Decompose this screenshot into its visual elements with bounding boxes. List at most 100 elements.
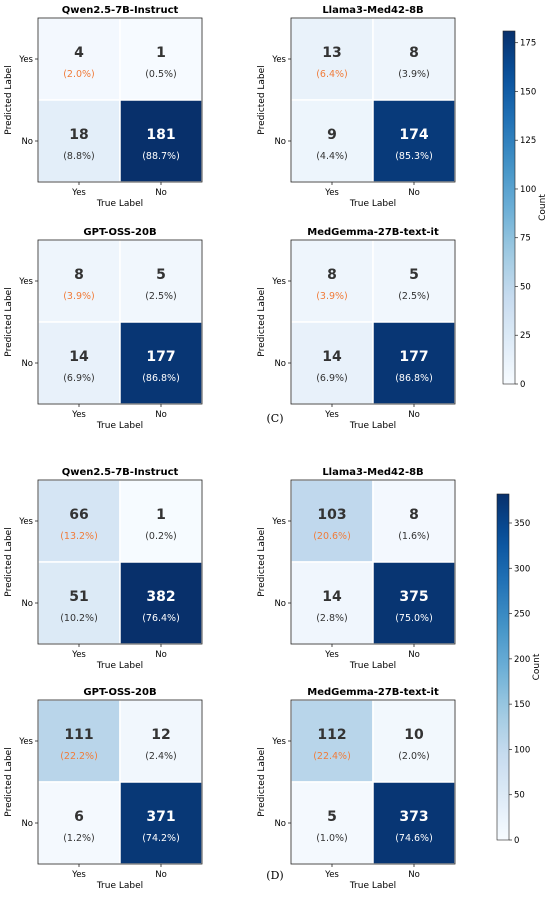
heatmap-cell <box>119 239 203 323</box>
cell-count: 13 <box>322 45 341 61</box>
x-tick-label: Yes <box>324 650 339 660</box>
colorbar-tick-label: 175 <box>520 39 536 49</box>
colorbar-tick-label: 50 <box>514 791 525 801</box>
colorbar-label: Count <box>538 194 548 221</box>
cell-count: 18 <box>69 127 88 143</box>
matrix-frame <box>290 239 456 405</box>
cell-percent: (1.6%) <box>398 531 430 542</box>
colorbar-tick-label: 200 <box>514 655 530 665</box>
colorbar-tick-label: 100 <box>520 185 536 195</box>
cell-percent: (74.2%) <box>142 833 180 844</box>
y-tick-label: No <box>274 819 286 829</box>
heatmap-cell <box>290 321 374 405</box>
x-axis-label: True Label <box>349 661 396 671</box>
cell-count: 382 <box>146 589 175 605</box>
cell-percent: (6.9%) <box>316 373 348 384</box>
x-tick-label: Yes <box>324 410 339 420</box>
matrix-title: Llama3-Med42-8B <box>322 5 423 16</box>
y-axis-label: Predicted Label <box>257 65 267 134</box>
x-tick-label: No <box>408 188 420 198</box>
cell-count: 12 <box>151 727 170 743</box>
colorbar-label: Count <box>532 653 542 680</box>
cell-count: 112 <box>317 727 346 743</box>
matrix-frame <box>37 17 203 183</box>
cell-percent: (3.9%) <box>398 69 430 80</box>
y-axis-label: Predicted Label <box>257 747 267 816</box>
matrix-frame <box>290 479 456 645</box>
y-tick-label: Yes <box>271 55 286 65</box>
y-tick-label: Yes <box>18 737 33 747</box>
y-axis-label: Predicted Label <box>4 747 14 816</box>
heatmap-cell <box>372 321 456 405</box>
x-tick-label: Yes <box>71 188 86 198</box>
colorbar-tick-label: 100 <box>514 745 530 755</box>
matrix-title: MedGemma-27B-text-it <box>307 687 439 698</box>
cell-percent: (8.8%) <box>63 151 95 162</box>
heatmap-cell <box>372 239 456 323</box>
x-tick-label: Yes <box>324 188 339 198</box>
matrix-frame <box>37 479 203 645</box>
colorbar-tick-label: 125 <box>520 136 536 146</box>
colorbar-tick-label: 150 <box>520 87 536 97</box>
colorbar-tick-label: 300 <box>514 564 530 574</box>
x-axis-label: True Label <box>349 881 396 891</box>
cell-count: 8 <box>327 267 337 283</box>
heatmap-cell <box>119 781 203 865</box>
heatmap-cell <box>290 479 374 563</box>
cell-count: 373 <box>399 809 428 825</box>
cell-count: 6 <box>74 809 84 825</box>
cell-count: 5 <box>409 267 419 283</box>
cell-count: 5 <box>327 809 337 825</box>
cell-percent: (76.4%) <box>142 613 180 624</box>
heatmap-cell <box>119 479 203 563</box>
cell-count: 371 <box>146 809 175 825</box>
x-axis-label: True Label <box>96 421 143 431</box>
colorbar-tick-label: 25 <box>520 331 531 341</box>
heatmap-cell <box>37 17 121 101</box>
matrix-frame <box>290 17 456 183</box>
cell-percent: (2.8%) <box>316 613 348 624</box>
colorbar-gradient <box>496 493 510 841</box>
cell-count: 5 <box>156 267 166 283</box>
confusion-matrix: Qwen2.5-7B-Instruct 4 (2.0%) 1 (0.5%) 18 (8.8%… <box>4 5 203 209</box>
colorbar: 0 25 50 75 100 125 150 175 Count <box>502 30 548 390</box>
cell-percent: (22.4%) <box>313 751 351 762</box>
cell-count: 14 <box>322 589 342 605</box>
confusion-matrix: MedGemma-27B-text-it 112 (22.4%) 10 (2.0%) 5 (… <box>257 687 456 891</box>
heatmap-cell <box>290 17 374 101</box>
x-tick-label: No <box>155 650 167 660</box>
cell-count: 8 <box>409 507 419 523</box>
cell-percent: (1.2%) <box>63 833 95 844</box>
y-tick-label: Yes <box>18 517 33 527</box>
y-tick-label: No <box>274 599 286 609</box>
cell-count: 103 <box>317 507 346 523</box>
heatmap-cell <box>119 561 203 645</box>
cell-percent: (4.4%) <box>316 151 348 162</box>
matrix-title: Qwen2.5-7B-Instruct <box>62 5 179 16</box>
confusion-matrix: Llama3-Med42-8B 13 (6.4%) 8 (3.9%) 9 (4.4%) 174… <box>257 5 456 209</box>
cell-count: 181 <box>146 127 175 143</box>
matrix-title: GPT-OSS-20B <box>83 687 156 698</box>
cell-percent: (2.4%) <box>145 751 177 762</box>
colorbar-tick-label: 350 <box>514 519 530 529</box>
colorbar-tick-label: 0 <box>520 380 525 390</box>
matrix-title: Llama3-Med42-8B <box>322 467 423 478</box>
cell-count: 9 <box>327 127 337 143</box>
colorbar-tick-label: 250 <box>514 610 530 620</box>
cell-percent: (20.6%) <box>313 531 351 542</box>
confusion-matrix: Llama3-Med42-8B 103 (20.6%) 8 (1.6%) 14 (2.8%)… <box>257 467 456 671</box>
y-axis-label: Predicted Label <box>4 527 14 596</box>
matrix-title: GPT-OSS-20B <box>83 227 156 238</box>
cell-percent: (3.9%) <box>63 291 95 302</box>
y-axis-label: Predicted Label <box>4 65 14 134</box>
y-tick-label: Yes <box>271 277 286 287</box>
x-tick-label: No <box>155 410 167 420</box>
x-axis-label: True Label <box>96 881 143 891</box>
matrix-frame <box>290 699 456 865</box>
cell-percent: (85.3%) <box>395 151 433 162</box>
x-tick-label: Yes <box>71 870 86 880</box>
cell-percent: (0.5%) <box>145 69 177 80</box>
x-tick-label: No <box>155 188 167 198</box>
heatmap-cell <box>290 781 374 865</box>
cell-count: 51 <box>69 589 88 605</box>
